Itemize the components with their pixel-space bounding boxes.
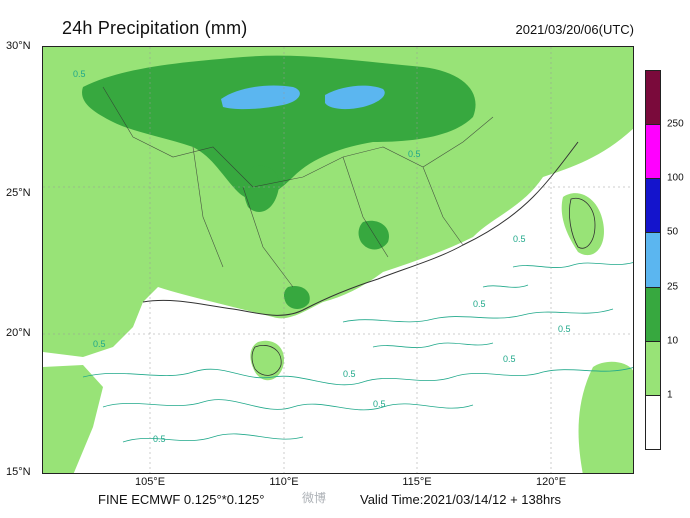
lat-label-15n: 15°N	[6, 466, 31, 478]
colorbar	[645, 70, 661, 450]
lon-label-115e: 115°E	[402, 476, 432, 488]
lat-label-25n: 25°N	[6, 187, 31, 199]
lon-label-105e: 105°E	[134, 476, 166, 488]
model-info: FINE ECMWF 0.125°*0.125°	[98, 492, 265, 507]
svg-text:0.5: 0.5	[408, 149, 421, 159]
contour-value-labels: 0.5 0.5 0.5 0.5 0.5 0.5 0.5 0.5 0.5 0.5	[73, 69, 571, 444]
coastline	[142, 141, 579, 316]
svg-text:0.5: 0.5	[343, 369, 356, 379]
lon-label-120e: 120°E	[535, 476, 567, 488]
colorbar-label-25: 25	[667, 281, 679, 293]
colorbar-label-1: 1	[667, 389, 673, 401]
svg-text:0.5: 0.5	[153, 434, 166, 444]
colorbar-segment	[646, 125, 660, 180]
colorbar-segment	[646, 395, 660, 449]
svg-text:0.5: 0.5	[73, 69, 86, 79]
colorbar-label-10: 10	[667, 335, 679, 347]
svg-text:0.5: 0.5	[473, 299, 486, 309]
svg-text:0.5: 0.5	[373, 399, 386, 409]
svg-text:0.5: 0.5	[93, 339, 106, 349]
lat-label-20n: 20°N	[6, 327, 31, 339]
taiwan-coast	[569, 197, 596, 249]
map-canvas: 0.5 0.5 0.5 0.5 0.5 0.5 0.5 0.5 0.5 0.5	[43, 47, 633, 473]
precip-heavy-area-2	[325, 85, 385, 110]
svg-text:0.5: 0.5	[558, 324, 571, 334]
map-datetime: 2021/03/20/06(UTC)	[515, 22, 634, 37]
valid-time: Valid Time:2021/03/14/12 + 138hrs	[360, 492, 562, 507]
colorbar-label-250: 250	[667, 118, 684, 130]
colorbar-segment	[646, 341, 660, 396]
watermark: 微博	[302, 491, 327, 505]
lon-label-110e: 110°E	[269, 476, 299, 488]
colorbar-segment	[646, 71, 660, 126]
hainan-coast	[251, 345, 282, 376]
map-title: 24h Precipitation (mm)	[62, 18, 248, 38]
colorbar-segment	[646, 233, 660, 288]
graticule	[43, 47, 633, 473]
province-borders	[102, 86, 494, 288]
svg-text:0.5: 0.5	[503, 354, 516, 364]
colorbar-label-100: 100	[667, 172, 684, 184]
colorbar-label-50: 50	[667, 226, 679, 238]
colorbar-segment	[646, 287, 660, 342]
colorbar-segment	[646, 179, 660, 234]
precip-heavy-area	[221, 85, 300, 110]
svg-text:0.5: 0.5	[513, 234, 526, 244]
lat-label-30n: 30°N	[6, 40, 31, 52]
precipitation-map: 0.5 0.5 0.5 0.5 0.5 0.5 0.5 0.5 0.5 0.5	[42, 46, 634, 474]
